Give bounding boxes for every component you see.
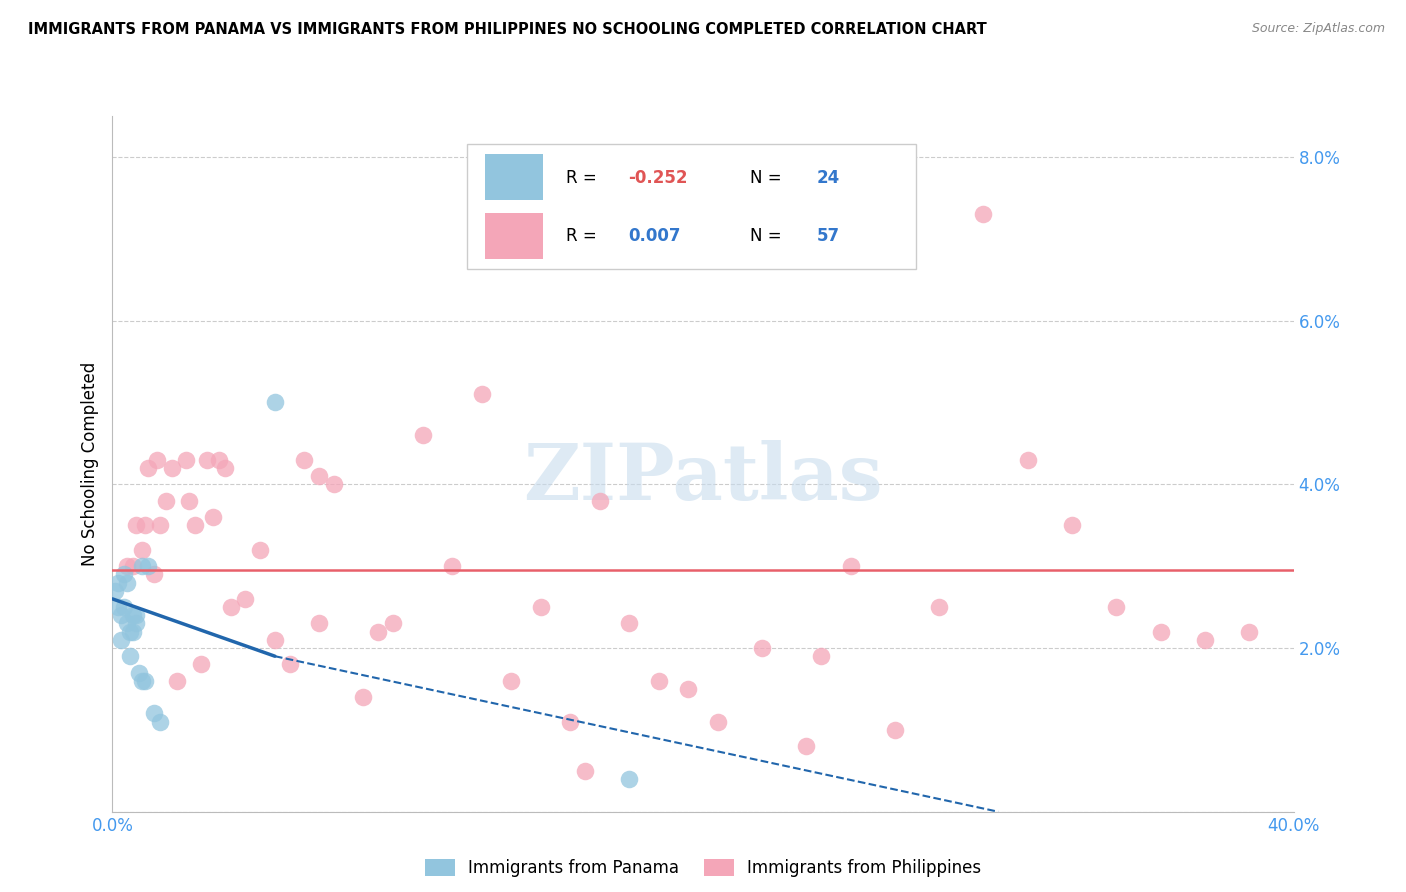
Point <box>125 616 148 631</box>
Point <box>122 608 145 623</box>
Point <box>142 567 165 582</box>
Point <box>529 600 551 615</box>
Point <box>411 428 433 442</box>
Point <box>619 772 641 786</box>
Point <box>839 559 862 574</box>
Point <box>107 600 129 615</box>
Point <box>142 706 165 721</box>
Point <box>179 493 201 508</box>
Point <box>155 493 177 508</box>
Point <box>166 673 188 688</box>
Point <box>195 452 218 467</box>
Point <box>107 575 129 590</box>
Point <box>441 559 464 574</box>
Point <box>308 616 330 631</box>
Point <box>264 395 287 409</box>
Point <box>128 665 150 680</box>
Point <box>120 649 142 664</box>
Point <box>208 452 231 467</box>
Point <box>574 764 596 778</box>
Point <box>1062 518 1084 533</box>
Point <box>367 624 389 639</box>
Point <box>184 518 207 533</box>
Text: R =: R = <box>565 169 602 186</box>
Point <box>174 452 197 467</box>
Text: ZIPatlas: ZIPatlas <box>523 440 883 516</box>
Point <box>1194 632 1216 647</box>
Point <box>125 518 148 533</box>
Point <box>1150 624 1173 639</box>
Y-axis label: No Schooling Completed: No Schooling Completed <box>80 362 98 566</box>
Text: N =: N = <box>749 227 786 245</box>
Point <box>1017 452 1039 467</box>
Point <box>973 207 995 221</box>
Point <box>110 632 132 647</box>
Text: IMMIGRANTS FROM PANAMA VS IMMIGRANTS FROM PHILIPPINES NO SCHOOLING COMPLETED COR: IMMIGRANTS FROM PANAMA VS IMMIGRANTS FRO… <box>28 22 987 37</box>
Point <box>136 461 159 475</box>
Point <box>190 657 212 672</box>
Point <box>619 616 641 631</box>
Point <box>149 714 172 729</box>
Text: -0.252: -0.252 <box>628 169 688 186</box>
Point <box>214 461 236 475</box>
Point <box>131 559 153 574</box>
Point <box>149 518 172 533</box>
Point <box>558 714 582 729</box>
Point <box>117 559 138 574</box>
Point <box>112 567 135 582</box>
FancyBboxPatch shape <box>467 144 915 269</box>
Point <box>796 739 818 754</box>
Point <box>884 723 907 737</box>
Point <box>706 714 728 729</box>
Point <box>117 575 138 590</box>
Text: 24: 24 <box>817 169 841 186</box>
Point <box>136 559 159 574</box>
Point <box>131 542 153 557</box>
Point <box>470 387 494 401</box>
Point <box>1239 624 1261 639</box>
Point <box>352 690 374 705</box>
Point <box>1105 600 1128 615</box>
Text: 0.007: 0.007 <box>628 227 681 245</box>
Point <box>501 673 523 688</box>
Point <box>249 542 271 557</box>
Point <box>131 673 153 688</box>
Point <box>219 600 242 615</box>
Text: 57: 57 <box>817 227 839 245</box>
Text: R =: R = <box>565 227 602 245</box>
Point <box>810 649 832 664</box>
Point <box>382 616 405 631</box>
Point <box>264 632 287 647</box>
Point <box>134 518 156 533</box>
Point <box>647 673 671 688</box>
Point <box>278 657 301 672</box>
Point <box>110 608 132 623</box>
Point <box>122 624 145 639</box>
Point <box>112 600 135 615</box>
Legend: Immigrants from Panama, Immigrants from Philippines: Immigrants from Panama, Immigrants from … <box>418 852 988 883</box>
Point <box>104 583 127 598</box>
Point <box>292 452 315 467</box>
Text: N =: N = <box>749 169 786 186</box>
Text: Source: ZipAtlas.com: Source: ZipAtlas.com <box>1251 22 1385 36</box>
Point <box>308 469 330 483</box>
FancyBboxPatch shape <box>485 153 543 200</box>
Point <box>201 510 224 524</box>
Point <box>120 624 142 639</box>
Point <box>122 559 145 574</box>
Point <box>146 452 169 467</box>
FancyBboxPatch shape <box>485 212 543 259</box>
Point <box>928 600 950 615</box>
Point <box>588 493 610 508</box>
Point <box>323 477 346 491</box>
Point <box>134 673 156 688</box>
Point <box>233 591 256 606</box>
Point <box>117 616 138 631</box>
Point <box>160 461 183 475</box>
Point <box>751 640 773 655</box>
Point <box>678 681 700 696</box>
Point <box>125 608 148 623</box>
